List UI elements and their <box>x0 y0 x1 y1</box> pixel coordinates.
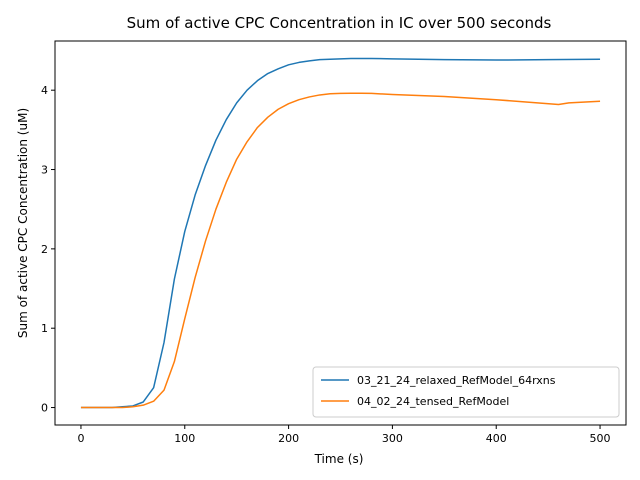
plot-frame <box>54 40 627 426</box>
axis-ticks: 0 100 200 300 400 500 0 1 2 3 4 <box>41 84 611 445</box>
legend: 03_21_24_relaxed_RefModel_64rxns 04_02_24… <box>312 366 620 418</box>
y-tick-label: 2 <box>41 243 48 256</box>
x-tick-label: 200 <box>278 432 299 445</box>
chart-title: Sum of active CPC Concentration in IC ov… <box>127 14 552 32</box>
x-tick-label: 100 <box>174 432 195 445</box>
x-tick-label: 500 <box>590 432 611 445</box>
legend-box <box>312 366 620 418</box>
x-tick-label: 0 <box>77 432 84 445</box>
x-tick-label: 400 <box>486 432 507 445</box>
y-tick-label: 1 <box>41 322 48 335</box>
series-lines <box>80 57 601 409</box>
legend-label: 03_21_24_relaxed_RefModel_64rxns <box>357 374 556 387</box>
y-tick-label: 0 <box>41 402 48 415</box>
y-tick-label: 3 <box>41 164 48 177</box>
y-tick-label: 4 <box>41 84 48 97</box>
x-axis-label: Time (s) <box>314 452 364 466</box>
legend-label: 04_02_24_tensed_RefModel <box>357 395 509 408</box>
x-tick-label: 300 <box>382 432 403 445</box>
series-line-1 <box>80 57 601 409</box>
y-axis-label: Sum of active CPC Concentration (uM) <box>16 108 30 338</box>
series-line-2 <box>80 92 601 409</box>
